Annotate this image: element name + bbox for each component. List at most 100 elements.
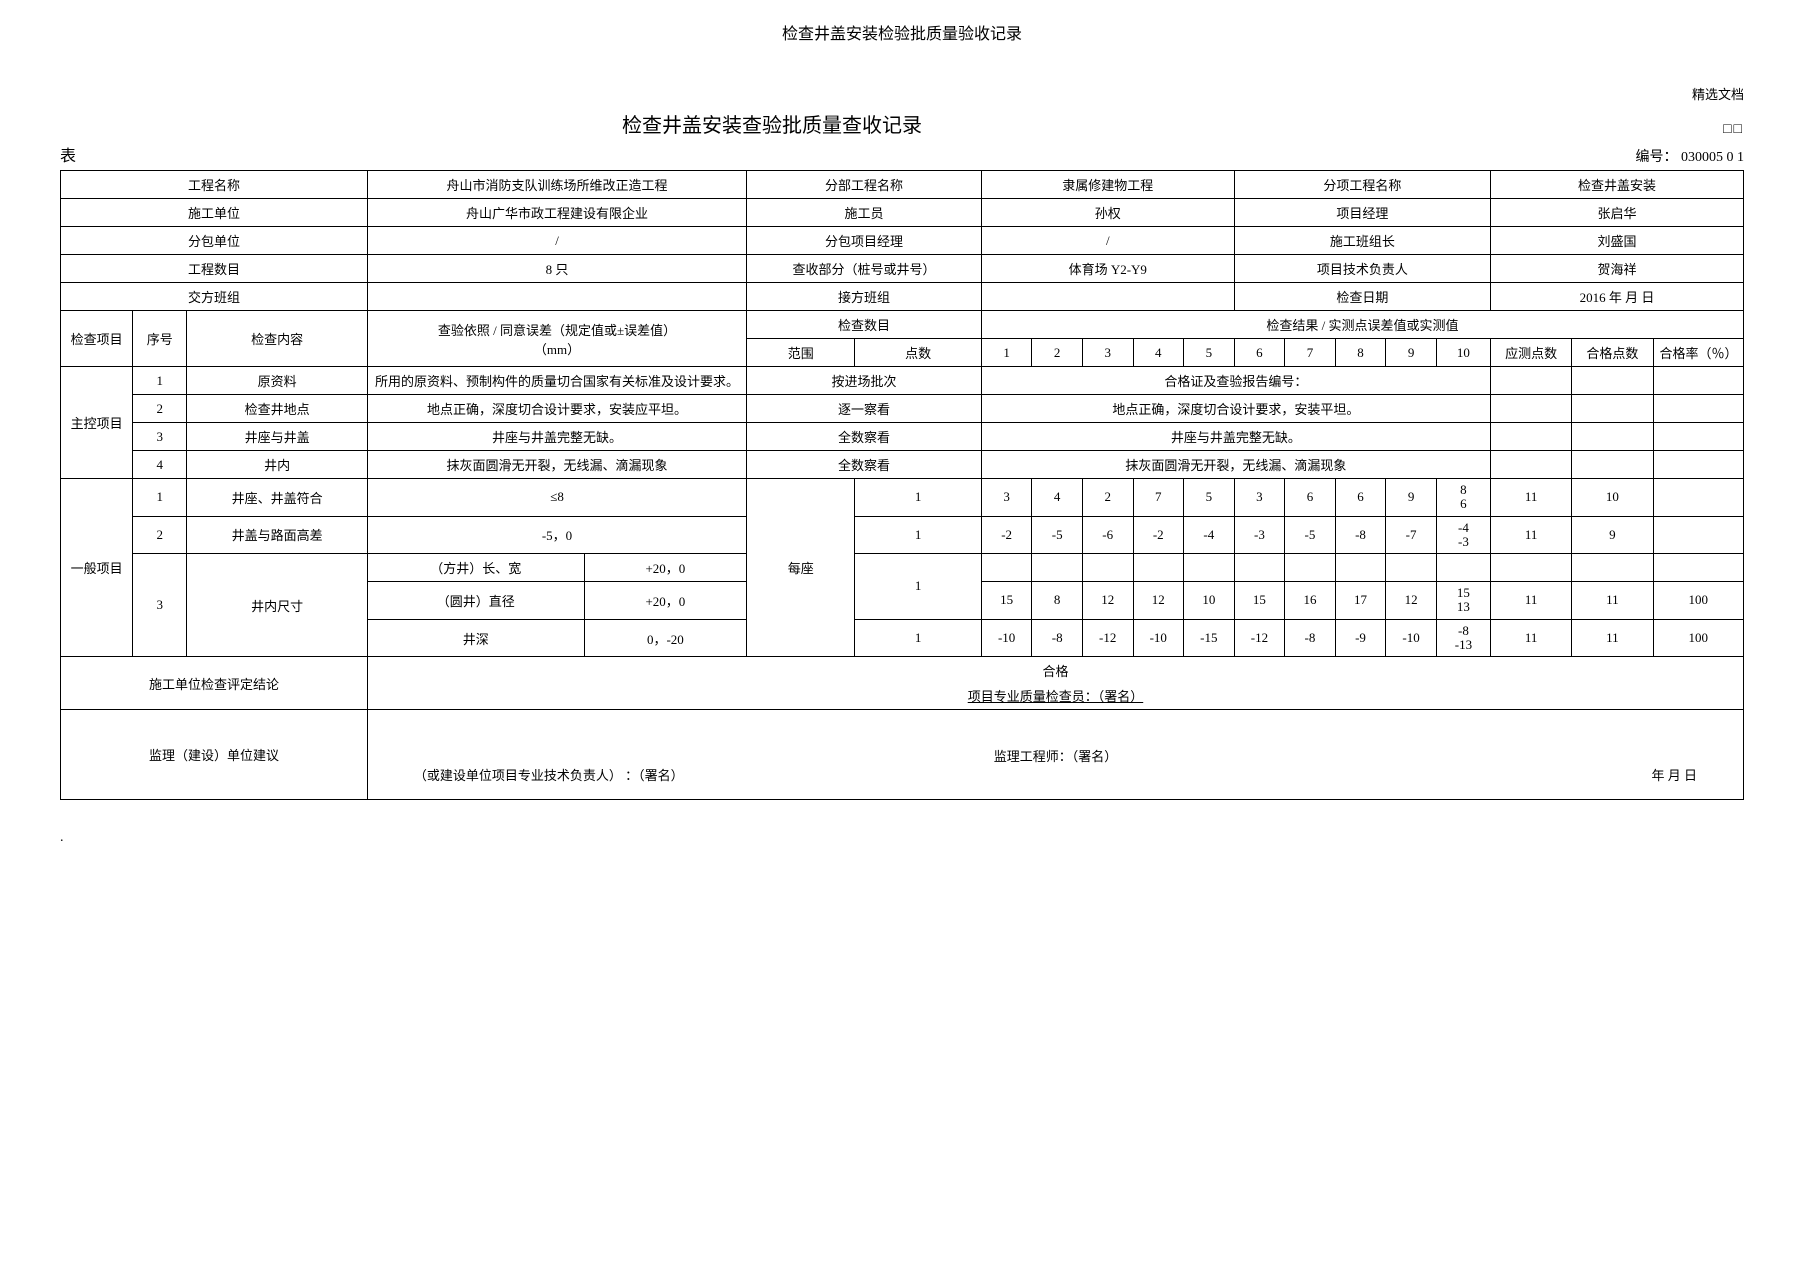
col-qty: 检查数目 [747, 311, 982, 339]
m2-range: 逐一察看 [747, 395, 982, 423]
col-no: 序号 [133, 311, 187, 367]
section-general: 一般项目 [61, 479, 133, 657]
code-value: 030005 0 1 [1681, 150, 1744, 165]
m4-range: 全数察看 [747, 451, 982, 479]
m4-no: 4 [133, 451, 187, 479]
n6: 6 [1234, 339, 1285, 367]
h3l3: 施工班组长 [1234, 227, 1490, 255]
g3-pts: 1 [855, 554, 981, 620]
m4-basis: 抹灰面圆滑无开裂，无线漏、滴漏现象 [367, 451, 746, 479]
n1: 1 [981, 339, 1032, 367]
h4v: 8 只 [367, 255, 746, 283]
n2: 2 [1032, 339, 1083, 367]
col-check-item: 检查项目 [61, 311, 133, 367]
code-label: 编号： [1636, 150, 1678, 165]
squares: □□ [1484, 122, 1744, 138]
h5l2: 接方班组 [747, 283, 982, 311]
col-range: 范围 [747, 339, 855, 367]
m2-content: 检查井地点 [187, 395, 368, 423]
m4-result: 抹灰面圆滑无开裂，无线漏、滴漏现象 [981, 451, 1490, 479]
h5v [367, 283, 746, 311]
g3a-label: （方井）长、宽 [367, 554, 584, 582]
footer-right1: 合格 项目专业质量检查员：（署名） [367, 657, 1743, 710]
n4: 4 [1133, 339, 1184, 367]
n3: 3 [1082, 339, 1133, 367]
m3-content: 井座与井盖 [187, 423, 368, 451]
m2-result: 地点正确，深度切合设计要求，安装平坦。 [981, 395, 1490, 423]
h2l2: 施工员 [747, 199, 982, 227]
h2l: 施工单位 [61, 199, 368, 227]
g3-no: 3 [133, 554, 187, 657]
col-measured: 应测点数 [1491, 339, 1572, 367]
title-row: 检查井盖安装查验批质量查收记录 □□ [60, 109, 1744, 138]
m3-basis: 井座与井盖完整无缺。 [367, 423, 746, 451]
h2l3: 项目经理 [1234, 199, 1490, 227]
g1-pts: 1 [855, 479, 981, 517]
col-basis: 查验依照 / 同意误差（规定值或±误差值） （mm） [367, 311, 746, 367]
col-rate: 合格率（％） [1653, 339, 1744, 367]
g1-no: 1 [133, 479, 187, 517]
h2v: 舟山广华市政工程建设有限企业 [367, 199, 746, 227]
n5: 5 [1184, 339, 1235, 367]
inspection-table: 工程名称 舟山市消防支队训练场所维改正造工程 分部工程名称 隶属修建物工程 分项… [60, 170, 1744, 800]
h5l3: 检查日期 [1234, 283, 1490, 311]
h-c2-v: 隶属修建物工程 [981, 171, 1234, 199]
g1-basis: ≤8 [367, 479, 746, 517]
g2-pts: 1 [855, 516, 981, 554]
h3v3: 刘盛国 [1491, 227, 1744, 255]
g3-content: 井内尺寸 [187, 554, 368, 657]
h-c2-l: 分部工程名称 [747, 171, 982, 199]
m2-basis: 地点正确，深度切合设计要求，安装应平坦。 [367, 395, 746, 423]
g1-v10: 86 [1436, 479, 1490, 517]
m1-range: 按进场批次 [747, 367, 982, 395]
h3v: / [367, 227, 746, 255]
g3c-label: 井深 [367, 619, 584, 657]
g2-no: 2 [133, 516, 187, 554]
h4v2: 体育场 Y2-Y9 [981, 255, 1234, 283]
g2-basis: -5，0 [367, 516, 746, 554]
h3l: 分包单位 [61, 227, 368, 255]
m2-no: 2 [133, 395, 187, 423]
col-content: 检查内容 [187, 311, 368, 367]
h-c1-l: 工程名称 [61, 171, 368, 199]
g3b-tol: +20，0 [584, 582, 747, 620]
h2v3: 张启华 [1491, 199, 1744, 227]
m4-content: 井内 [187, 451, 368, 479]
corner-note: 精选文档 [60, 84, 1744, 103]
document-header: 检查井盖安装检验批质量验收记录 [60, 20, 1744, 44]
h4v3: 贺海祥 [1491, 255, 1744, 283]
m3-result: 井座与井盖完整无缺。 [981, 423, 1490, 451]
m1-no: 1 [133, 367, 187, 395]
h3l2: 分包项目经理 [747, 227, 982, 255]
h3v2: / [981, 227, 1234, 255]
h5v3: 2016 年 月 日 [1491, 283, 1744, 311]
h2v2: 孙权 [981, 199, 1234, 227]
g-range: 每座 [747, 479, 855, 657]
col-pass: 合格点数 [1572, 339, 1653, 367]
footer-left2: 监理（建设）单位建议 [61, 710, 368, 800]
m3-no: 3 [133, 423, 187, 451]
n10: 10 [1436, 339, 1490, 367]
h5v2 [981, 283, 1234, 311]
g2-content: 井盖与路面高差 [187, 516, 368, 554]
n8: 8 [1335, 339, 1386, 367]
g3b-label: （圆井）直径 [367, 582, 584, 620]
main-title: 检查井盖安装查验批质量查收记录 [60, 109, 1484, 138]
n9: 9 [1386, 339, 1437, 367]
h5l: 交方班组 [61, 283, 368, 311]
g3a-tol: +20，0 [584, 554, 747, 582]
h4l3: 项目技术负责人 [1234, 255, 1490, 283]
col-points: 点数 [855, 339, 981, 367]
h4l2: 查收部分（桩号或井号） [747, 255, 982, 283]
h-c3-l: 分项工程名称 [1234, 171, 1490, 199]
footer-dot: . [60, 830, 1744, 846]
h-c1-v: 舟山市消防支队训练场所维改正造工程 [367, 171, 746, 199]
m1-basis: 所用的原资料、预制构件的质量切合国家有关标准及设计要求。 [367, 367, 746, 395]
col-results: 检查结果 / 实测点误差值或实测值 [981, 311, 1743, 339]
g3c-tol: 0，-20 [584, 619, 747, 657]
footer-left1: 施工单位检查评定结论 [61, 657, 368, 710]
h-c3-v: 检查井盖安装 [1491, 171, 1744, 199]
m1-result: 合格证及查验报告编号： [981, 367, 1490, 395]
h4l: 工程数目 [61, 255, 368, 283]
section-main: 主控项目 [61, 367, 133, 479]
